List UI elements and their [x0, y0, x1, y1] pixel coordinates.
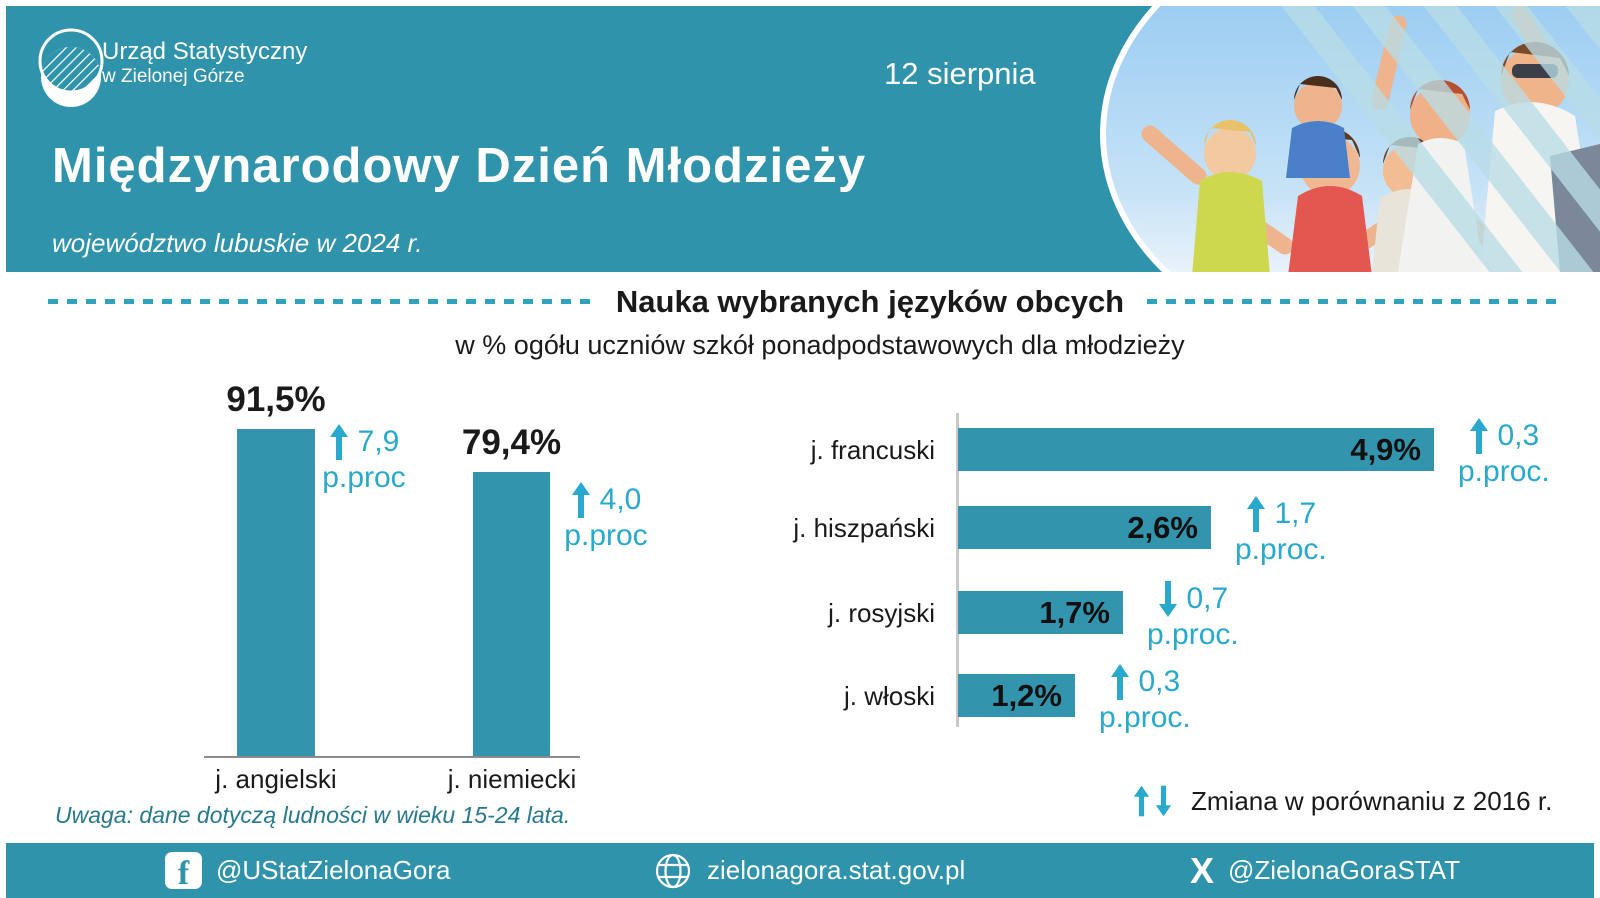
dashed-divider-left [48, 299, 593, 304]
up-arrow-icon [329, 424, 348, 460]
bar-francuski: 4,9% [958, 428, 1434, 471]
bar-niemiecki [473, 472, 550, 756]
globe-icon [655, 853, 691, 888]
facebook-handle: @UStatZielonaGora [216, 855, 451, 885]
down-arrow-icon [1155, 785, 1172, 817]
change-annotation-rosyjski: 0,7 p.proc. [1147, 581, 1239, 652]
page-title: Międzynarodowy Dzień Młodzieży [52, 139, 867, 193]
category-label-angielski: j. angielski [215, 764, 337, 794]
x-handle: @ZielonaGoraSTAT [1228, 855, 1461, 885]
change-unit: p.proc. [1147, 618, 1239, 651]
value-label: 1,2% [991, 677, 1062, 713]
footnote: Uwaga: dane dotyczą ludności w wieku 15-… [55, 802, 571, 828]
value-label: 79,4% [461, 423, 562, 462]
change-value: 4,0 [599, 483, 642, 516]
website-link[interactable]: zielonagora.stat.gov.pl [653, 843, 965, 898]
legend-text: Zmiana w porównaniu z 2016 r. [1191, 786, 1553, 816]
change-value: 0,7 [1186, 582, 1229, 615]
chart-subtitle: w % ogółu uczniów szkół ponadpodstawowyc… [455, 330, 1185, 360]
header-band: Urząd Statystyczny w Zielonej Górze 12 s… [6, 6, 1600, 272]
bar-group-niemiecki: 79,4% [462, 423, 561, 756]
bar-rosyjski: 1,7% [958, 591, 1123, 634]
change-unit: p.proc [322, 461, 406, 494]
up-arrow-icon [1246, 496, 1265, 532]
change-annotation-hiszpanski: 1,7 p.proc. [1235, 496, 1327, 567]
bar-angielski [237, 429, 315, 756]
category-label-hiszpanski: j. hiszpański [793, 513, 935, 543]
down-arrow-icon [1158, 581, 1177, 617]
change-annotation-francuski: 0,3 p.proc. [1458, 418, 1550, 489]
category-label-rosyjski: j. rosyjski [828, 598, 935, 628]
change-unit: p.proc. [1235, 533, 1327, 566]
value-label: 4,9% [1350, 431, 1421, 467]
change-annotation-niemiecki: 4,0 p.proc [556, 482, 656, 553]
x-link[interactable]: X @ZielonaGoraSTAT [1190, 843, 1460, 898]
change-value: 1,7 [1274, 497, 1317, 530]
up-arrow-icon [1133, 785, 1150, 817]
bar-hiszpanski: 2,6% [958, 506, 1211, 549]
change-annotation-angielski: 7,9 p.proc [314, 424, 414, 495]
chart-title: Nauka wybranych języków obcych [615, 284, 1125, 319]
footer-band: f @UStatZielonaGora zielonagora.stat.gov… [6, 843, 1594, 898]
value-label: 1,7% [1039, 594, 1110, 630]
value-label: 91,5% [226, 380, 326, 419]
change-unit: p.proc [564, 519, 648, 552]
left-chart-baseline [204, 756, 580, 758]
page-subtitle: województwo lubuskie w 2024 r. [52, 228, 423, 258]
category-label-niemiecki: j. niemiecki [447, 764, 577, 794]
youth-photo [1100, 6, 1600, 272]
change-unit: p.proc. [1099, 701, 1191, 734]
up-arrow-icon [1469, 418, 1488, 454]
org-name-line1: Urząd Statystyczny [102, 38, 308, 65]
bar-group-angielski: 91,5% [226, 380, 326, 756]
bar-wloski: 1,2% [958, 674, 1075, 717]
website-url: zielonagora.stat.gov.pl [707, 855, 966, 885]
dashed-divider-right [1147, 299, 1557, 304]
change-value: 0,3 [1497, 419, 1540, 452]
x-icon: X [1190, 849, 1215, 891]
up-arrow-icon [1110, 664, 1129, 700]
org-name-line2: w Zielonej Górze [102, 65, 245, 87]
right-chart-axis [956, 413, 959, 727]
change-unit: p.proc. [1458, 455, 1550, 488]
value-label: 2,6% [1127, 509, 1198, 545]
org-name: Urząd Statystyczny w Zielonej Górze [102, 38, 307, 87]
statistical-office-logo-icon [38, 28, 104, 107]
change-legend: Zmiana w porównaniu z 2016 r. [1133, 785, 1552, 817]
category-label-francuski: j. francuski [810, 435, 935, 465]
facebook-icon: f [165, 852, 202, 889]
change-value: 7,9 [357, 425, 400, 458]
up-arrow-icon [571, 482, 590, 518]
category-label-wloski: j. włoski [843, 681, 935, 711]
change-value: 0,3 [1138, 665, 1181, 698]
date-label: 12 sierpnia [884, 56, 1036, 91]
change-annotation-wloski: 0,3 p.proc. [1099, 664, 1191, 735]
facebook-link[interactable]: f @UStatZielonaGora [165, 843, 451, 898]
